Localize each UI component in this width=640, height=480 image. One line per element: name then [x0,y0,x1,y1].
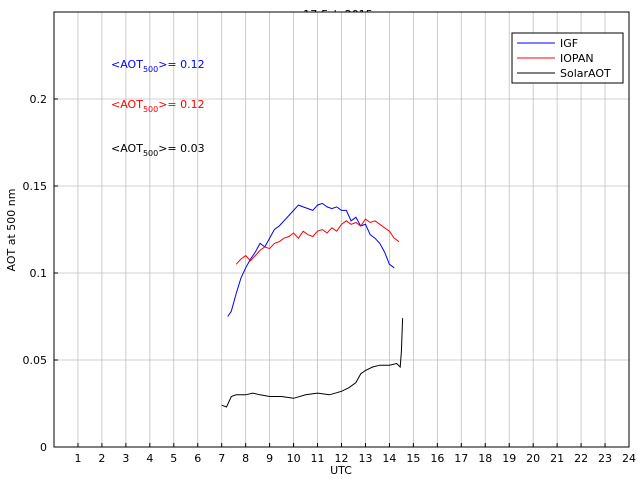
y-axis-label: AOT at 500 nm [5,189,18,272]
x-tick-label: 15 [406,452,420,465]
y-tick-label: 0.15 [23,180,48,193]
x-tick-label: 11 [311,452,325,465]
series-line-iopan [235,218,400,265]
x-tick-label: 19 [502,452,516,465]
mean-aot-annotation: <AOT500>= 0.03 [111,142,205,158]
x-tick-label: 20 [526,452,540,465]
x-tick-label: 1 [74,452,81,465]
x-tick-label: 22 [574,452,588,465]
mean-aot-annotation: <AOT500>= 0.12 [111,98,205,114]
x-tick-label: 6 [194,452,201,465]
x-tick-label: 5 [170,452,177,465]
x-tick-label: 21 [550,452,564,465]
x-axis: 1 2 3 4 5 6 7 8 9 10 11 12 13 14 15 16 17 18 19 20 21 22 23 24 [74,443,636,465]
legend-label: IOPAN [560,52,594,65]
x-tick-label: 17 [454,452,468,465]
x-tick-label: 14 [382,452,396,465]
x-axis-label: UTC [330,464,352,477]
legend-label: IGF [560,37,578,50]
x-tick-label: 9 [266,452,273,465]
x-tick-label: 18 [478,452,492,465]
series-group [221,202,404,408]
x-tick-label: 2 [98,452,105,465]
x-tick-label: 12 [335,452,349,465]
series-line-igf [227,202,395,317]
x-tick-label: 16 [430,452,444,465]
y-tick-label: 0 [40,441,47,454]
series-line-solaraot [221,318,404,408]
x-tick-label: 8 [242,452,249,465]
annotations: <AOT500>= 0.12 <AOT500>= 0.12 <AOT500>= 0.… [111,58,205,158]
y-axis: 0 0.05 0.1 0.15 0.2 [23,93,58,454]
y-tick-label: 0.1 [30,267,48,280]
y-tick-label: 0.2 [30,93,48,106]
legend: IGF IOPAN SolarAOT [511,32,624,84]
x-tick-label: 13 [358,452,372,465]
x-tick-label: 7 [218,452,225,465]
x-tick-label: 10 [287,452,301,465]
x-tick-label: 23 [598,452,612,465]
y-tick-label: 0.05 [23,354,48,367]
legend-label: SolarAOT [560,67,611,80]
plot-area: 1 2 3 4 5 6 7 8 9 10 11 12 13 14 15 16 17 18 19 20 21 22 23 24 … [23,11,636,465]
x-tick-label: 3 [122,452,129,465]
x-tick-label: 24 [622,452,636,465]
plot-border [53,11,630,448]
mean-aot-annotation: <AOT500>= 0.12 [111,58,205,74]
x-tick-label: 4 [146,452,153,465]
grid [54,12,630,447]
